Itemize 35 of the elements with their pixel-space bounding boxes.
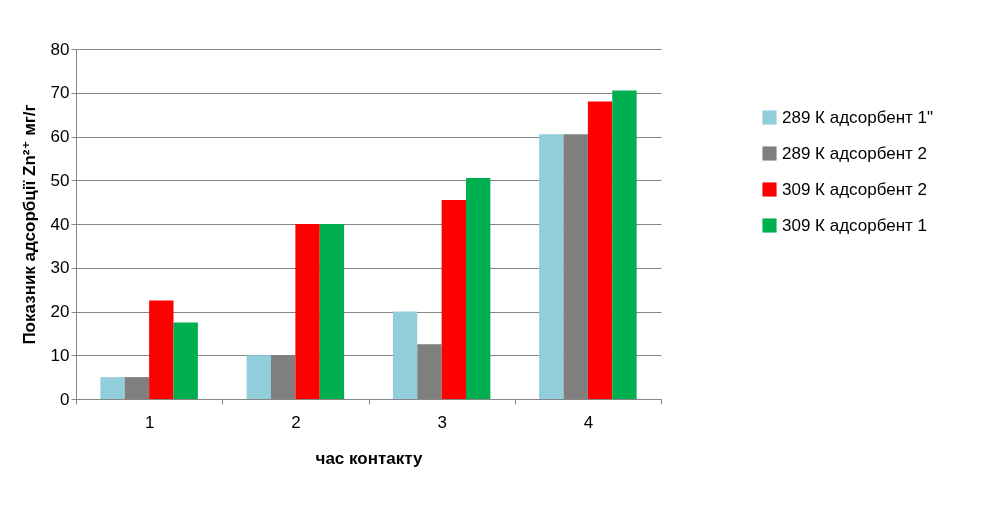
bar <box>539 134 564 399</box>
x-tick-label: 1 <box>144 412 155 432</box>
y-tick-label: 80 <box>50 39 70 59</box>
x-tick-label: 4 <box>583 412 594 432</box>
bar <box>466 178 491 399</box>
bar <box>319 224 345 399</box>
bar <box>246 355 271 399</box>
bar <box>563 134 588 399</box>
x-tick-label: 2 <box>291 412 301 432</box>
bar <box>612 90 637 399</box>
y-axis-title: Показник адсорбції Zn²⁺ мг/г <box>19 104 39 345</box>
bar <box>271 355 296 399</box>
x-tick-label: 3 <box>437 412 447 432</box>
bar <box>173 322 198 399</box>
bar <box>417 344 442 399</box>
y-tick-label: 70 <box>50 83 70 103</box>
y-tick-label: 40 <box>50 214 70 234</box>
bar <box>295 224 320 399</box>
x-axis-title: час контакту <box>315 448 424 468</box>
y-tick-label: 30 <box>50 258 70 278</box>
bar <box>392 311 418 399</box>
bar <box>100 377 125 399</box>
y-tick-label: 10 <box>50 345 70 365</box>
y-tick-label: 20 <box>50 302 70 321</box>
y-tick-label: 60 <box>50 127 70 146</box>
bar <box>441 199 466 399</box>
bar <box>587 101 613 399</box>
y-tick-label: 0 <box>60 389 70 409</box>
y-tick-label: 50 <box>50 170 70 190</box>
legend-label: 289 К адсорбент 2 <box>782 143 928 163</box>
legend-label: 309 К адсорбент 2 <box>782 179 928 199</box>
legend-label: 289 К адсорбент 1" <box>782 107 934 127</box>
legend-label: 309 К адсорбент 1 <box>782 215 928 235</box>
bar <box>149 300 174 399</box>
bar <box>124 377 150 399</box>
